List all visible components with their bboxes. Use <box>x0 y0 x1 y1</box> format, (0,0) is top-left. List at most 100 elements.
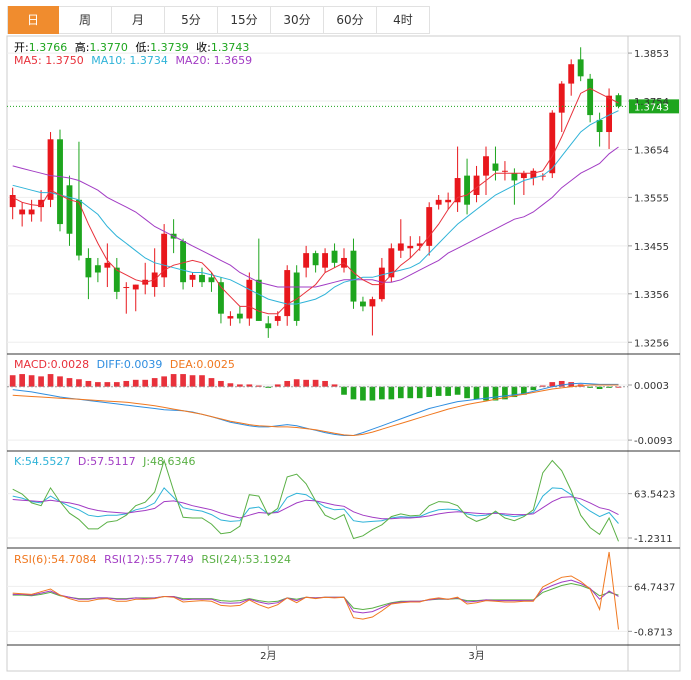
open-label: 开: <box>14 41 29 54</box>
macd-bar <box>180 374 186 387</box>
candle-body <box>502 170 508 172</box>
candles-layer <box>9 47 622 401</box>
macd-bar <box>360 386 366 401</box>
candle-body <box>388 248 395 278</box>
candle-body <box>407 245 414 249</box>
macd-bar <box>76 379 82 387</box>
macd-bar <box>568 382 575 387</box>
macd-bar <box>9 375 16 387</box>
candle-body <box>113 267 120 292</box>
macd-bar <box>492 386 499 401</box>
candle-body <box>246 279 253 319</box>
macd-bar <box>19 374 25 387</box>
indicator-lines-layer <box>7 87 679 630</box>
ma20-legend: MA20: 1.3659 <box>175 54 253 67</box>
macd-bar <box>47 374 54 387</box>
open-value: 1.3766 <box>28 41 68 54</box>
candle-body <box>19 209 26 215</box>
low-value: 1.3739 <box>150 41 189 54</box>
candle-body <box>227 316 234 319</box>
candle-body <box>464 175 471 205</box>
chart-frame <box>6 35 681 672</box>
price-legend-row2: MA5: 1.3750 MA10: 1.3734 MA20: 1.3659 <box>14 54 256 67</box>
macd-bar <box>388 386 395 400</box>
ma10-legend: MA10: 1.3734 <box>91 54 168 67</box>
rsi6-legend-value: RSI(6):54.7084 <box>14 553 97 566</box>
macd-bar <box>596 386 603 390</box>
candle-body <box>312 253 319 266</box>
candle-body <box>577 59 584 77</box>
tab-day[interactable]: 日 <box>8 6 59 34</box>
candle-body <box>350 250 357 302</box>
macd-bar <box>303 379 309 387</box>
macd-bar <box>473 386 480 400</box>
rsi24-legend-value: RSI(24):53.1924 <box>201 553 291 566</box>
tab-4hour[interactable]: 4时 <box>377 6 430 34</box>
rsi24-line <box>12 582 619 611</box>
candle-body <box>76 199 82 256</box>
candle-body <box>483 156 489 176</box>
macd-bar <box>369 386 376 401</box>
macd-bar <box>521 386 527 395</box>
ma5-legend: MA5: 1.3750 <box>14 54 84 67</box>
macd-bar <box>464 386 470 399</box>
kdj-legend: K:54.5527 D:57.5117 J:48.6346 <box>14 455 200 468</box>
tab-week[interactable]: 周 <box>59 6 112 34</box>
k-legend-value: K:54.5527 <box>14 455 71 468</box>
macd-bar <box>85 380 92 387</box>
candle-body <box>369 299 376 307</box>
macd-legend: MACD:0.0028 DIFF:0.0039 DEA:0.0025 <box>14 358 239 371</box>
macd-bar <box>331 384 338 387</box>
x-tick-label: 2月 <box>260 650 276 662</box>
price-tick-label: 1.3754 <box>634 97 669 108</box>
candle-body <box>284 270 291 317</box>
candle-body <box>587 78 594 116</box>
price-tick-label: 1.3256 <box>634 338 669 349</box>
macd-bar <box>66 378 73 387</box>
macd-bar <box>587 386 593 388</box>
candle-body <box>104 262 111 268</box>
tab-15min[interactable]: 15分 <box>218 6 271 34</box>
candle-body <box>426 207 433 246</box>
candle-body <box>322 253 329 268</box>
macd-bar <box>151 378 158 387</box>
dea-legend-value: DEA:0.0025 <box>169 358 235 371</box>
high-label: 高: <box>74 41 90 54</box>
d-legend-value: D:57.5117 <box>77 455 136 468</box>
macd-bar <box>407 386 414 399</box>
macd-bar <box>218 380 224 387</box>
dea-line <box>12 384 619 437</box>
candle-body <box>265 323 272 329</box>
price-tick-label: 1.3455 <box>634 242 669 253</box>
macd-legend-value: MACD:0.0028 <box>14 358 90 371</box>
macd-bar <box>208 378 215 387</box>
candle-body <box>199 274 205 283</box>
candle-body <box>94 265 101 273</box>
tab-5min[interactable]: 5分 <box>165 6 218 34</box>
high-value: 1.3770 <box>89 41 128 54</box>
macd-bar <box>426 386 433 398</box>
macd-bar <box>237 384 243 387</box>
tab-30min[interactable]: 30分 <box>271 6 324 34</box>
candle-body <box>47 139 54 200</box>
candle-body <box>360 301 366 307</box>
macd-bar <box>142 379 149 387</box>
macd-bar <box>104 382 111 387</box>
diff-legend-value: DIFF:0.0039 <box>96 358 163 371</box>
candle-body <box>530 170 537 179</box>
macd-bar <box>322 380 328 387</box>
candle-body <box>38 199 45 208</box>
macd-bar <box>558 380 565 387</box>
price-tick-label: 1.3654 <box>634 145 669 156</box>
candle-body <box>454 178 461 203</box>
macd-bar <box>255 385 262 387</box>
close-value: 1.3743 <box>210 41 250 54</box>
period-tabs: 日 周 月 5分 15分 30分 60分 4时 <box>7 6 430 34</box>
candle-body <box>511 173 518 181</box>
macd-bar <box>265 386 272 388</box>
ma10-line <box>12 110 619 305</box>
tab-month[interactable]: 月 <box>112 6 165 34</box>
tab-60min[interactable]: 60分 <box>324 6 377 34</box>
